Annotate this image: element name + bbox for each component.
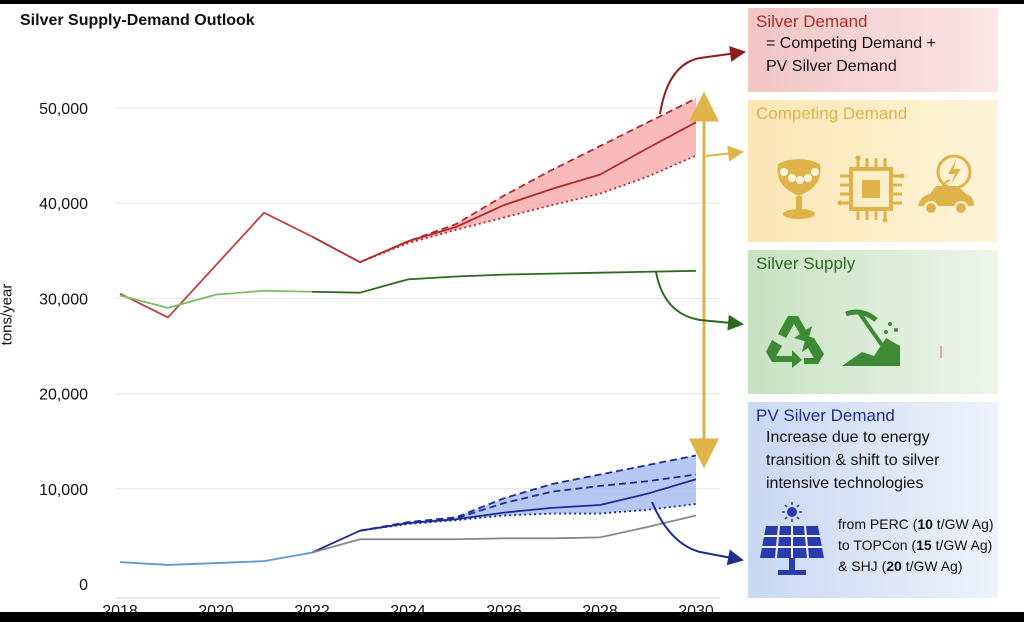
series-line-10	[359, 503, 697, 532]
pv-silver-demand-panel: PV Silver Demand Increase due to energy …	[748, 402, 998, 598]
pv-tech-topcon: to TOPCon (15 t/GW Ag)	[838, 537, 993, 553]
pv-line1: Increase due to energy	[766, 429, 930, 446]
supply-connector-arrow	[655, 271, 744, 331]
y-tick-label: 10,000	[39, 482, 88, 499]
x-tick-label: 2024	[390, 603, 426, 620]
silver-demand-line2: PV Silver Demand	[766, 58, 897, 75]
pv-tech-list: from PERC (10 t/GW Ag) to TOPCon (15 t/G…	[838, 514, 994, 577]
tick-mark	[940, 346, 942, 358]
y-tick-label: 20,000	[39, 387, 88, 404]
series-line-5	[311, 269, 697, 294]
ev-car-icon	[918, 154, 974, 215]
silver-supply-title: Silver Supply	[756, 254, 856, 273]
series-line-0	[119, 211, 313, 319]
series-line-4	[119, 289, 313, 309]
silver-supply-panel: Silver Supply	[748, 250, 998, 394]
competing-demand-panel: Competing Demand	[748, 100, 998, 242]
demand-range-band	[360, 98, 696, 263]
pv-demand-range-band	[360, 455, 696, 531]
recycle-icon	[766, 316, 824, 368]
chart-plot: 0 10,000 20,000 30,000 40,000 50,000 2018 2020 2…	[39, 45, 746, 620]
solar-panel-icon	[760, 502, 824, 575]
pv-silver-demand-title: PV Silver Demand	[756, 406, 895, 425]
x-tick-label: 2028	[582, 603, 618, 620]
series-line-3	[359, 154, 697, 264]
y-tick-label: 40,000	[39, 196, 88, 213]
silver-demand-title: Silver Demand	[756, 12, 868, 31]
pv-line2: transition & shift to silver	[766, 452, 940, 469]
demand-connector-arrow	[659, 45, 746, 115]
pv-tech-perc: from PERC (10 t/GW Ag)	[838, 516, 994, 532]
silver-demand-panel: Silver Demand = Competing Demand + PV Si…	[748, 8, 998, 92]
pv-line3: intensive technologies	[766, 475, 924, 492]
x-tick-label: 2018	[102, 603, 138, 620]
jewelry-icon	[777, 159, 821, 219]
pv-tech-shj: & SHJ (20 t/GW Ag)	[838, 558, 963, 574]
y-axis-label: tons/year	[0, 283, 16, 346]
y-tick-label: 30,000	[39, 291, 88, 308]
series-line-8	[359, 454, 697, 532]
series-line-9	[359, 473, 697, 532]
x-tick-label: 2026	[486, 603, 522, 620]
competing-demand-title: Competing Demand	[756, 104, 908, 123]
mining-icon	[842, 309, 900, 366]
series-line-11	[311, 514, 697, 554]
x-tick-label: 2030	[678, 603, 714, 620]
x-tick-label: 2020	[198, 603, 234, 620]
series-line-6	[119, 551, 313, 566]
chip-icon	[837, 155, 905, 223]
y-tick-label: 0	[79, 577, 88, 594]
series-line-2	[359, 97, 697, 264]
chart-title: Silver Supply-Demand Outlook	[20, 12, 255, 29]
x-tick-label: 2022	[294, 603, 330, 620]
pv-connector-arrow	[651, 501, 744, 566]
silver-demand-line1: = Competing Demand +	[766, 35, 936, 52]
competing-connector-arrow	[705, 145, 744, 162]
y-tick-label: 50,000	[39, 101, 88, 118]
